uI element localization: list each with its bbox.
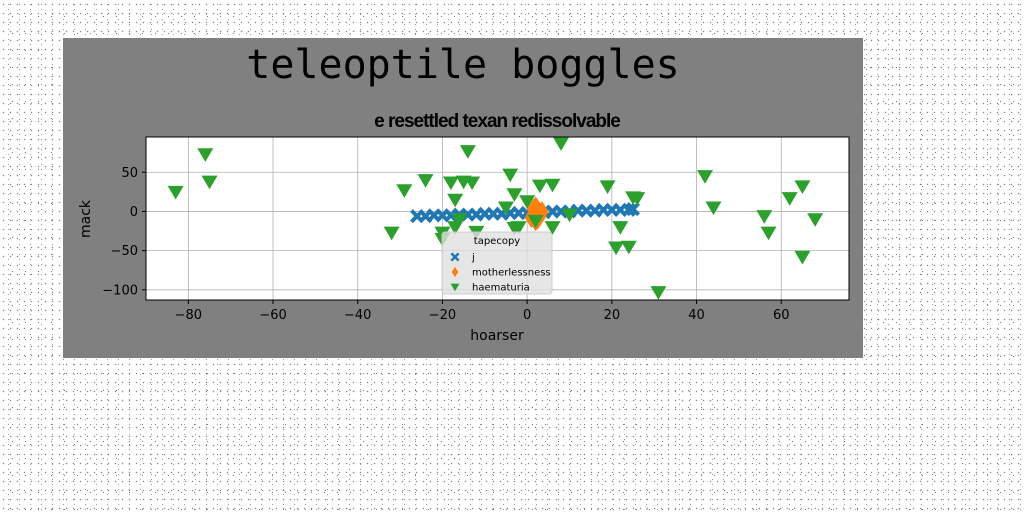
point-haematuria (497, 201, 514, 216)
point-haematuria (629, 192, 646, 206)
legend: tapecopy j motherlessness haematuria (441, 231, 553, 295)
legend-marker-haematuria (450, 283, 460, 292)
x-tick-label: 20 (604, 308, 621, 323)
legend-title: tapecopy (474, 236, 521, 247)
point-haematuria (451, 213, 468, 227)
point-haematuria (650, 286, 667, 300)
point-haematuria (201, 175, 218, 190)
point-haematuria (697, 170, 714, 184)
point-haematuria (506, 188, 523, 202)
point-haematuria (447, 221, 464, 235)
point-haematuria (599, 180, 616, 194)
y-axis-label: mack (78, 199, 94, 238)
point-haematuria (442, 176, 459, 191)
plot-frame (145, 136, 850, 301)
point-haematuria (612, 221, 629, 235)
x-tick-label: −20 (429, 308, 456, 323)
figure-suptitle: teleoptile boggles (246, 42, 679, 88)
plot-series (167, 137, 824, 300)
point-haematuria (608, 241, 625, 256)
y-tick-label: 50 (121, 166, 138, 181)
legend-entry: haematuria (472, 283, 530, 294)
point-haematuria (781, 192, 798, 206)
point-haematuria (519, 195, 536, 209)
x-axis-label: hoarser (470, 328, 524, 344)
point-haematuria (553, 137, 570, 151)
point-haematuria (756, 210, 773, 224)
legend-entry: motherlessness (472, 268, 551, 279)
point-haematuria (544, 221, 561, 235)
x-tick-label: 0 (523, 308, 531, 323)
point-haematuria (527, 214, 544, 229)
point-haematuria (383, 226, 400, 241)
legend-box (441, 231, 553, 295)
point-haematuria (417, 174, 434, 188)
legend-entry: j (471, 253, 475, 264)
y-tick-label: −50 (111, 244, 138, 259)
point-haematuria (620, 240, 637, 255)
point-haematuria (760, 226, 777, 241)
point-j (626, 202, 641, 217)
point-haematuria (447, 193, 464, 208)
legend-marker-motherlessness (451, 266, 459, 278)
legend-marker-j (450, 252, 460, 262)
chart-title: e resettled texan redissolvable (374, 111, 620, 132)
x-tick-label: 60 (773, 308, 790, 323)
point-haematuria (167, 185, 184, 200)
x-tick-label: −40 (344, 308, 371, 323)
point-haematuria (544, 178, 561, 193)
point-haematuria (459, 145, 476, 159)
y-tick-label: 0 (130, 205, 138, 220)
point-haematuria (794, 250, 811, 265)
point-haematuria (807, 213, 824, 227)
point-haematuria (561, 208, 578, 223)
point-haematuria (197, 148, 214, 162)
x-axis-ticks: −80 −60 −40 −20 0 20 40 60 (175, 300, 790, 323)
point-haematuria (396, 184, 413, 198)
y-axis-ticks: −100 −50 0 50 (102, 166, 146, 298)
point-haematuria (531, 179, 548, 194)
point-haematuria (502, 168, 519, 183)
x-tick-label: 40 (688, 308, 705, 323)
y-tick-label: −100 (102, 283, 138, 298)
point-haematuria (464, 176, 481, 191)
point-haematuria (705, 201, 722, 216)
x-tick-label: −80 (175, 308, 202, 323)
x-tick-label: −60 (259, 308, 286, 323)
point-haematuria (794, 180, 811, 194)
point-haematuria (510, 221, 527, 235)
